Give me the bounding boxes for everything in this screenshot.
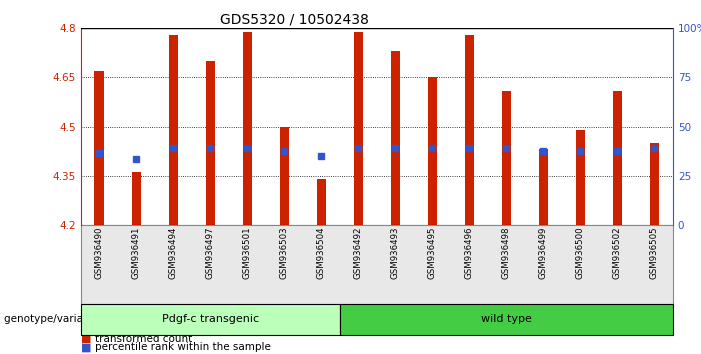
Text: wild type: wild type <box>481 314 532 325</box>
Bar <box>576 130 585 225</box>
Text: percentile rank within the sample: percentile rank within the sample <box>95 342 271 352</box>
Bar <box>465 35 474 225</box>
Bar <box>428 78 437 225</box>
Bar <box>205 61 215 225</box>
Text: GDS5320 / 10502438: GDS5320 / 10502438 <box>220 12 369 27</box>
Bar <box>132 172 141 225</box>
Bar <box>613 91 622 225</box>
Text: transformed count: transformed count <box>95 334 192 344</box>
Text: ■: ■ <box>81 334 91 344</box>
Bar <box>95 71 104 225</box>
Bar <box>539 149 548 225</box>
Bar <box>168 35 178 225</box>
Bar <box>280 127 289 225</box>
Text: genotype/variation ▶: genotype/variation ▶ <box>4 314 114 325</box>
Text: Pdgf-c transgenic: Pdgf-c transgenic <box>162 314 259 325</box>
Bar <box>650 143 659 225</box>
Bar <box>243 32 252 225</box>
Bar <box>502 91 511 225</box>
Bar <box>353 32 363 225</box>
Text: ■: ■ <box>81 342 91 352</box>
Bar <box>317 179 326 225</box>
Bar <box>390 51 400 225</box>
